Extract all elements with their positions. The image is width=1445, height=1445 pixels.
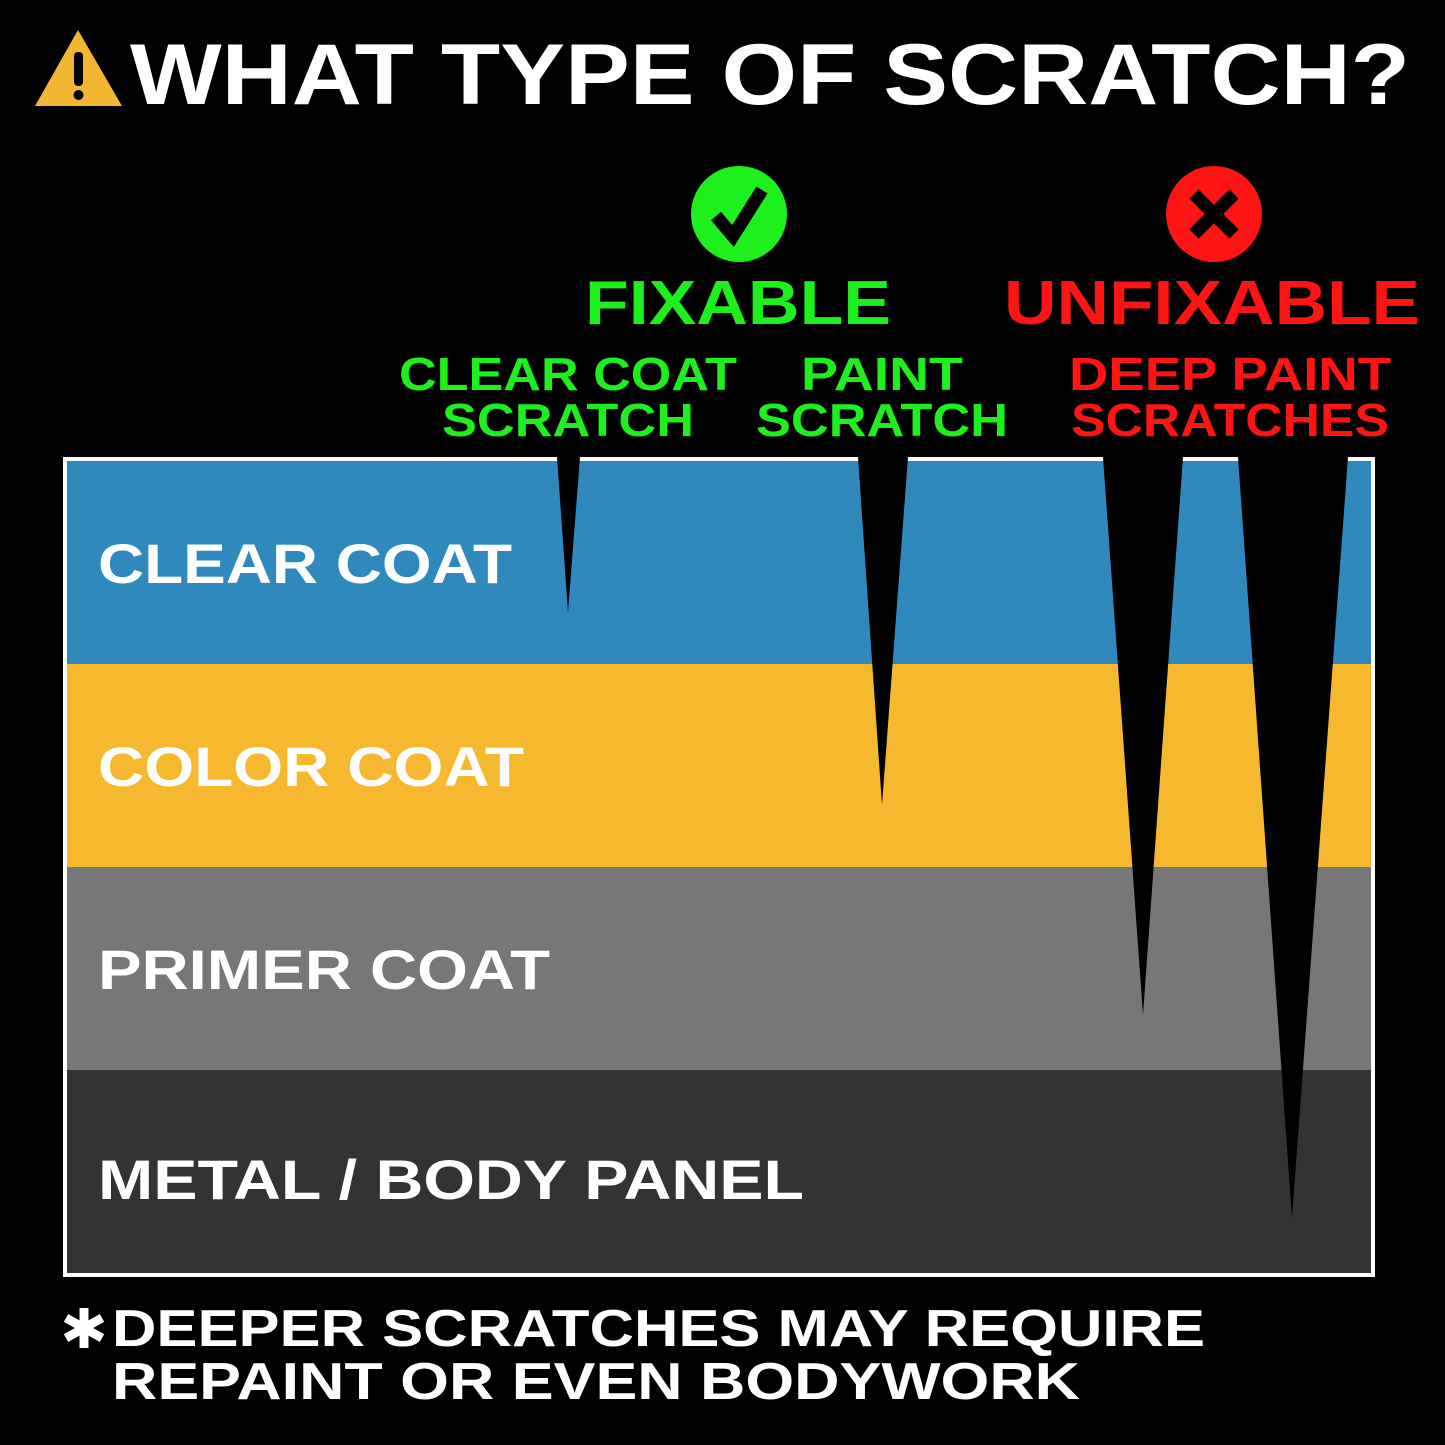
x-circle-icon	[1166, 166, 1262, 262]
metal-body-panel-label: METAL / BODY PANEL	[98, 1148, 804, 1211]
paint-layers-diagram: CLEAR COAT COLOR COAT PRIMER COAT METAL …	[63, 457, 1375, 1277]
clear-coat-scratch	[557, 457, 580, 612]
deep-paint-scratches-line1: DEEP PAINT	[1069, 348, 1391, 400]
primer-coat-label: PRIMER COAT	[98, 938, 550, 1001]
page-title: WHAT TYPE OF SCRATCH?	[130, 27, 1410, 123]
metal-layer	[67, 1070, 1371, 1273]
paint-scratch-line2: SCRATCH	[756, 394, 1008, 446]
paint-scratch-line1: PAINT	[801, 348, 963, 400]
paint-scratch	[858, 457, 908, 805]
primer-coat-layer	[67, 867, 1371, 1070]
clear-coat-scratch-line1: CLEAR COAT	[399, 348, 737, 400]
deep-scratch-primer	[1103, 457, 1183, 1015]
warning-triangle-icon	[35, 30, 122, 106]
deep-paint-scratches-line2: SCRATCHES	[1071, 394, 1389, 446]
deep-scratch-metal	[1238, 457, 1348, 1218]
footnote-line1: DEEPER SCRATCHES MAY REQUIRE	[112, 1300, 1205, 1358]
fixable-label: FIXABLE	[585, 269, 891, 338]
asterisk-icon	[63, 1308, 105, 1348]
footnote-line2: REPAINT OR EVEN BODYWORK	[112, 1353, 1081, 1411]
unfixable-label: UNFIXABLE	[1004, 269, 1420, 338]
check-circle-icon	[691, 166, 787, 262]
clear-coat-scratch-line2: SCRATCH	[442, 394, 694, 446]
clear-coat-label: CLEAR COAT	[98, 532, 512, 595]
color-coat-label: COLOR COAT	[98, 735, 524, 798]
